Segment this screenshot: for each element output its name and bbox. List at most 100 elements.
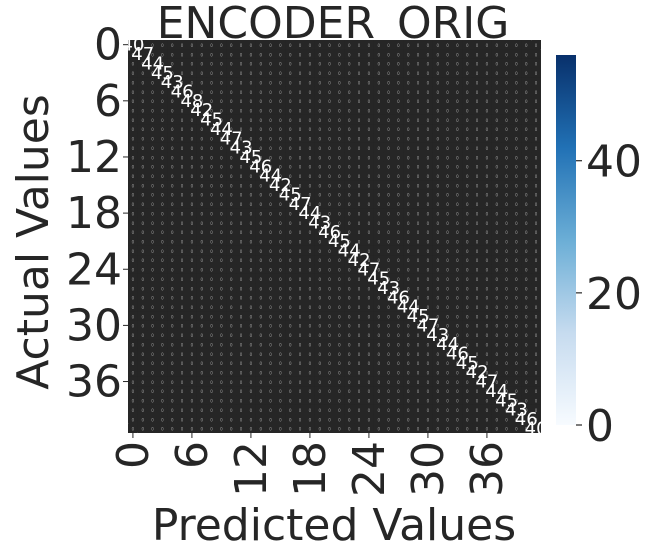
cell-annotation: 0 <box>456 371 459 376</box>
cell-annotation: 0 <box>279 361 282 366</box>
heatmap-cell <box>295 40 305 50</box>
heatmap-cell <box>491 171 502 181</box>
cell-annotation: 0 <box>132 165 135 170</box>
cell-annotation: 0 <box>358 137 361 142</box>
cell-annotation: 0 <box>318 305 321 310</box>
cell-annotation: 0 <box>436 202 439 207</box>
cell-annotation: 0 <box>427 146 430 151</box>
cell-annotation: 0 <box>269 109 272 114</box>
heatmap-cell <box>137 96 148 106</box>
heatmap-cell <box>462 311 473 321</box>
heatmap-cell <box>285 395 296 405</box>
heatmap-cell <box>246 189 256 200</box>
cell-annotation: 0 <box>466 183 469 188</box>
cell-annotation: 0 <box>250 230 253 235</box>
heatmap-cell <box>432 77 443 87</box>
heatmap-cell <box>403 358 414 368</box>
cell-annotation: 0 <box>259 361 262 366</box>
heatmap-cell <box>147 367 158 377</box>
heatmap-cell <box>442 273 453 284</box>
heatmap-cell <box>383 142 394 153</box>
cell-annotation: 0 <box>486 137 489 142</box>
cell-annotation: 0 <box>427 342 430 347</box>
heatmap-cell <box>334 245 345 256</box>
cell-annotation: 0 <box>427 109 430 114</box>
heatmap-cell <box>354 386 364 396</box>
cell-annotation: 0 <box>299 417 302 422</box>
heatmap-cell <box>423 283 433 293</box>
cell-annotation: 0 <box>515 127 518 132</box>
cell-annotation: 0 <box>151 109 154 114</box>
cell-annotation: 0 <box>338 155 341 160</box>
heatmap-cell <box>521 171 532 181</box>
cell-annotation: 0 <box>191 417 194 422</box>
cell-annotation: 0 <box>151 174 154 179</box>
cell-annotation: 0 <box>476 277 479 282</box>
cell-annotation: 0 <box>279 155 282 160</box>
heatmap-cell <box>364 395 374 405</box>
heatmap-cell <box>354 40 364 50</box>
heatmap-cell <box>255 199 266 209</box>
heatmap-cell <box>177 142 187 153</box>
heatmap-cell <box>265 86 276 97</box>
heatmap-cell <box>354 404 364 415</box>
heatmap-cell <box>206 189 217 200</box>
cell-annotation: 0 <box>220 90 223 95</box>
heatmap-cell <box>206 152 217 162</box>
heatmap-cell <box>305 68 315 78</box>
cell-annotation: 0 <box>309 80 312 85</box>
heatmap-annotations: 0 0 0 0 0 0 0 0 0 0 0 0 0 0 0 0 0 0 0 0 0 0 0 0 0 0 0 0 0 0 0 0 0 0 0 0 0 0 0 0… <box>121 35 547 440</box>
cell-annotation: 0 <box>309 333 312 338</box>
heatmap-cell <box>344 180 355 190</box>
heatmap-cell <box>442 339 453 349</box>
heatmap-cell <box>196 142 207 153</box>
cell-annotation: 0 <box>387 146 390 151</box>
cell-annotation: 0 <box>456 324 459 329</box>
heatmap-cell <box>187 386 197 396</box>
heatmap-cell <box>305 264 315 274</box>
heatmap-cell <box>413 376 423 387</box>
heatmap-cell <box>314 320 325 331</box>
cell-annotation: 0 <box>269 389 272 394</box>
cell-annotation: 0 <box>299 408 302 413</box>
cell-annotation: 0 <box>230 109 233 114</box>
cell-annotation: 0 <box>427 277 430 282</box>
heatmap-cell <box>354 199 364 209</box>
heatmap-cell <box>324 386 335 396</box>
cell-annotation: 0 <box>289 118 292 123</box>
cell-annotation: 0 <box>299 399 302 404</box>
heatmap-cell <box>324 124 335 134</box>
cell-annotation: 0 <box>377 361 380 366</box>
heatmap-cell <box>246 283 256 293</box>
heatmap-cell <box>216 58 227 69</box>
heatmap-cell <box>314 395 325 405</box>
heatmap-cell <box>128 114 138 125</box>
cell-annotation: 0 <box>318 258 321 263</box>
cell-annotation: 0 <box>259 268 262 273</box>
cell-annotation: 0 <box>220 80 223 85</box>
heatmap-cell <box>482 358 492 368</box>
cell-annotation: 0 <box>505 165 508 170</box>
heatmap-cell <box>167 40 178 50</box>
heatmap-cell <box>373 311 384 321</box>
heatmap-cell <box>432 124 443 134</box>
heatmap-cell <box>226 77 237 87</box>
cell-annotation: 0 <box>181 240 184 245</box>
cell-annotation: 0 <box>436 352 439 357</box>
heatmap-cell <box>472 171 482 181</box>
cell-annotation: 0 <box>535 371 538 376</box>
cell-annotation: 0 <box>299 118 302 123</box>
cell-annotation: 0 <box>279 211 282 216</box>
heatmap-cell <box>206 302 217 312</box>
cell-annotation: 0 <box>417 399 420 404</box>
cell-annotation: 0 <box>348 230 351 235</box>
heatmap-cell <box>265 339 276 349</box>
heatmap-cell <box>472 208 482 218</box>
heatmap-cell <box>521 114 532 125</box>
heatmap-cell <box>275 311 286 321</box>
heatmap-cell <box>305 273 315 284</box>
heatmap-cell <box>255 161 266 171</box>
cell-annotation: 0 <box>368 230 371 235</box>
cell-annotation: 0 <box>436 427 439 432</box>
heatmap-cell <box>177 199 187 209</box>
